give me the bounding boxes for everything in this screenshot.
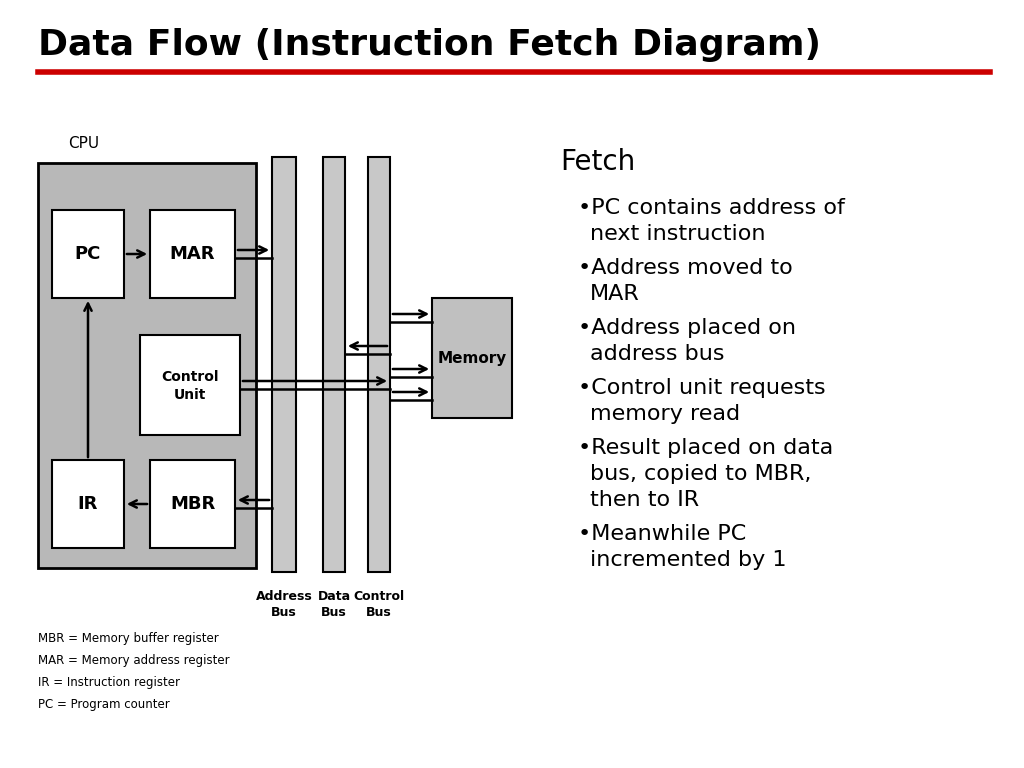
Text: •Control unit requests: •Control unit requests [578,378,825,398]
Bar [368,157,390,572]
Text: •Meanwhile PC: •Meanwhile PC [578,524,746,544]
Bar [52,460,124,548]
Text: •PC contains address of: •PC contains address of [578,198,845,218]
Text: MAR: MAR [590,284,640,304]
Text: •Address moved to: •Address moved to [578,258,793,278]
Bar [52,210,124,298]
Text: address bus: address bus [590,344,725,364]
Text: MBR = Memory buffer register: MBR = Memory buffer register [38,632,219,645]
Bar [272,157,296,572]
Text: IR: IR [78,495,98,513]
Text: MAR: MAR [170,245,215,263]
Text: •Result placed on data: •Result placed on data [578,438,834,458]
Bar [150,210,234,298]
Text: incremented by 1: incremented by 1 [590,550,786,570]
Text: then to IR: then to IR [590,490,699,510]
Text: Bus: Bus [271,606,297,619]
Text: Bus: Bus [367,606,392,619]
Text: IR = Instruction register: IR = Instruction register [38,676,180,689]
Text: Memory: Memory [437,350,507,366]
Bar [38,163,256,568]
Bar [140,335,240,435]
Text: Control: Control [353,590,404,603]
Bar [432,298,512,418]
Text: PC: PC [75,245,101,263]
Text: MAR = Memory address register: MAR = Memory address register [38,654,229,667]
Text: MBR: MBR [170,495,215,513]
Text: Data: Data [317,590,350,603]
Text: Control: Control [161,370,219,384]
Text: next instruction: next instruction [590,224,766,244]
Text: bus, copied to MBR,: bus, copied to MBR, [590,464,811,484]
Text: Bus: Bus [322,606,347,619]
Bar [323,157,345,572]
Text: •Address placed on: •Address placed on [578,318,796,338]
Text: Data Flow (Instruction Fetch Diagram): Data Flow (Instruction Fetch Diagram) [38,28,821,62]
Text: memory read: memory read [590,404,740,424]
Text: CPU: CPU [68,136,99,151]
Bar [150,460,234,548]
Text: Unit: Unit [174,388,206,402]
Text: Address: Address [256,590,312,603]
Text: PC = Program counter: PC = Program counter [38,698,170,711]
Text: Fetch: Fetch [560,148,635,176]
